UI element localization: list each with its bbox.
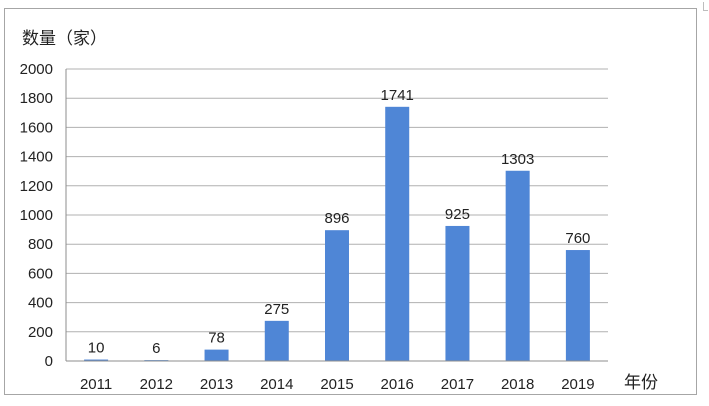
y-tick-label: 1000 <box>20 207 53 224</box>
data-label: 6 <box>152 340 160 357</box>
y-tick-label: 2000 <box>20 61 53 78</box>
y-axis-title: 数量（家） <box>22 29 107 49</box>
data-label: 1741 <box>381 87 414 104</box>
bar <box>264 320 289 361</box>
bar <box>204 349 229 361</box>
y-tick-label: 800 <box>28 236 53 253</box>
y-tick-label: 0 <box>45 353 53 370</box>
data-label: 925 <box>445 206 470 223</box>
y-tick-label: 1800 <box>20 90 53 107</box>
bars <box>84 106 590 362</box>
y-tick-label: 1600 <box>20 119 53 136</box>
y-tick-label: 200 <box>28 324 53 341</box>
data-label: 275 <box>264 301 289 318</box>
bar <box>505 170 530 361</box>
x-tick-labels: 2011 2012 2013 2014 2015 2016 2017 2018 2019 <box>80 376 595 393</box>
y-tick-labels: 0 200 400 600 800 1000 1200 1400 1600 1800 2000 <box>20 61 53 370</box>
x-tick-label: 2012 <box>140 376 173 393</box>
x-tick-label: 2015 <box>320 376 353 393</box>
y-tick-label: 400 <box>28 295 53 312</box>
x-tick-label: 2013 <box>200 376 233 393</box>
x-tick-label: 2018 <box>501 376 534 393</box>
y-tick-label: 1200 <box>20 178 53 195</box>
x-tick-label: 2017 <box>441 376 474 393</box>
bar <box>325 230 349 361</box>
bar <box>84 359 109 361</box>
bar <box>445 225 470 361</box>
data-label: 896 <box>324 210 349 227</box>
x-tick-label: 2014 <box>260 376 293 393</box>
data-labels: 10 6 78 275 896 1741 925 1303 760 <box>88 87 591 357</box>
data-label: 760 <box>565 230 590 247</box>
y-tick-label: 1400 <box>20 149 53 166</box>
bar <box>565 250 590 361</box>
corner-mark <box>703 2 708 11</box>
x-tick-label: 2011 <box>80 376 112 393</box>
y-tick-label: 600 <box>28 265 53 282</box>
data-label: 10 <box>88 340 105 357</box>
data-label: 78 <box>208 330 225 347</box>
bar <box>385 106 410 362</box>
x-tick-label: 2016 <box>381 376 414 393</box>
data-label: 1303 <box>501 151 534 168</box>
x-axis-title: 年份 <box>624 373 658 393</box>
x-tick-label: 2019 <box>561 376 594 393</box>
